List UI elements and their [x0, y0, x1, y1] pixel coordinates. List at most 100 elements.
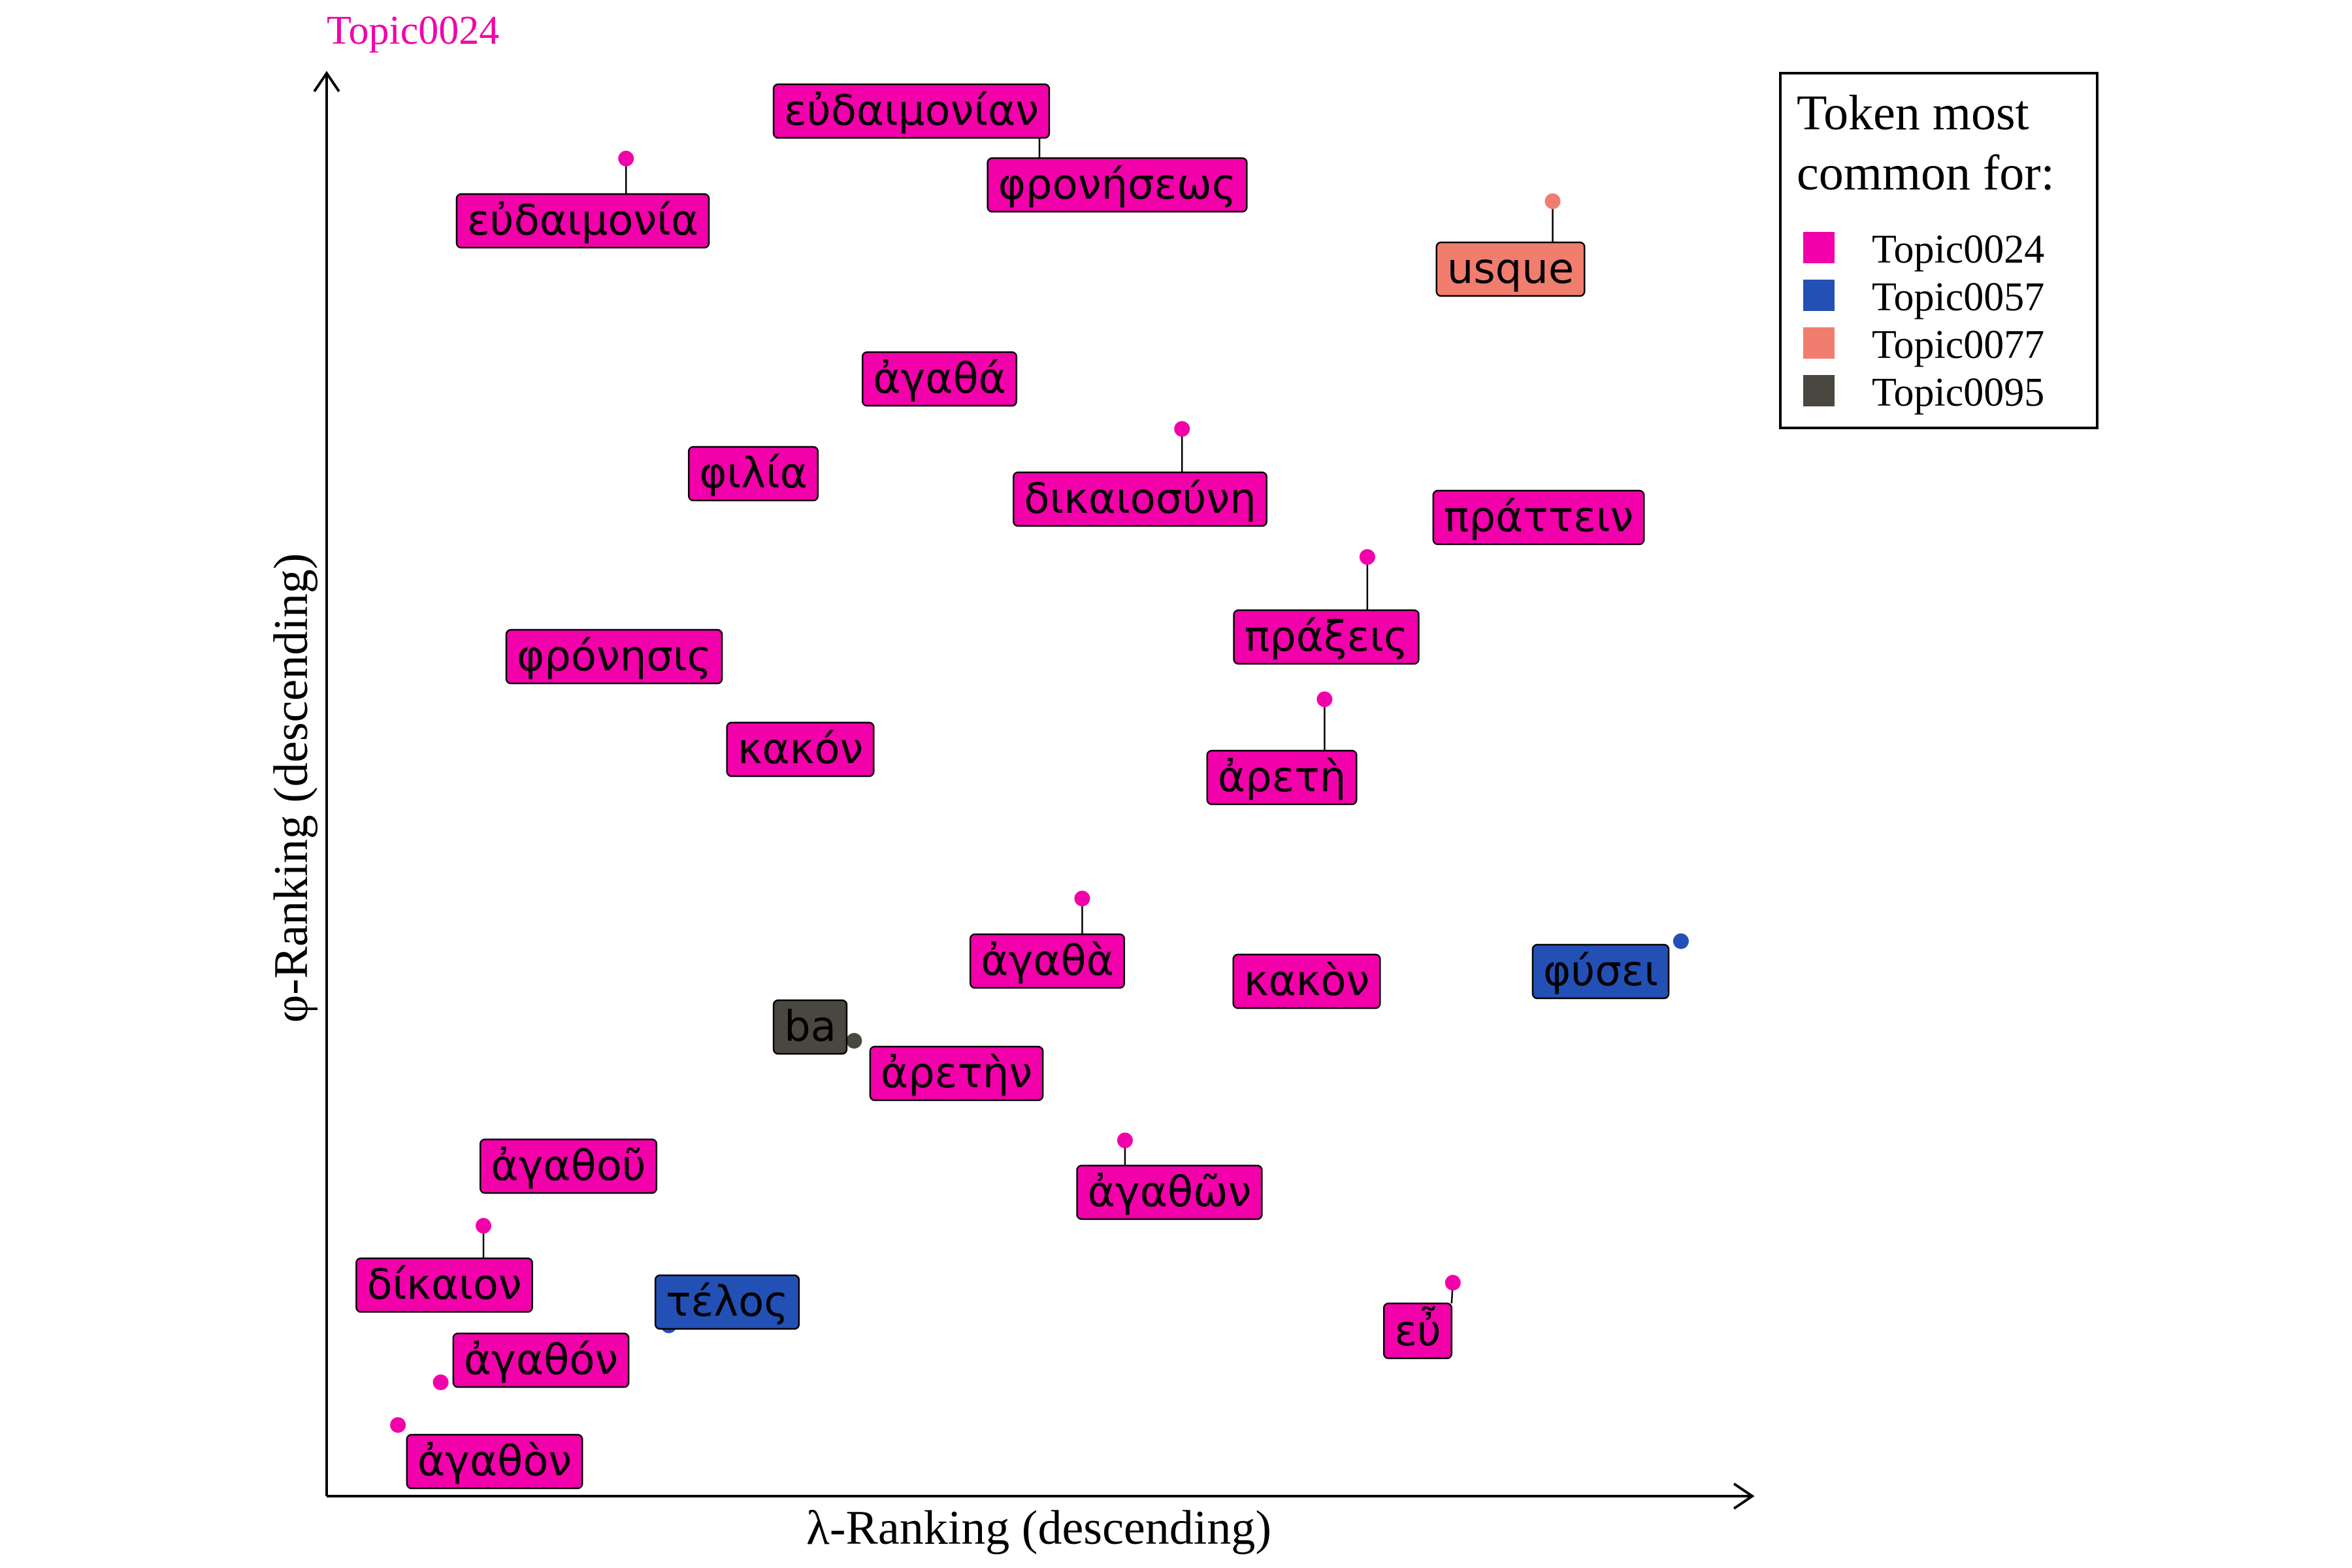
label-text-κακον-13: κακὸν — [1244, 957, 1370, 1005]
label-text-ευ-21: εὖ — [1394, 1306, 1441, 1356]
label-box-αγαθα-12 — [969, 933, 1126, 989]
label-box-αγαθον-22 — [452, 1332, 630, 1388]
label-text-φρονησεως-1: φρονήσεως — [998, 161, 1237, 209]
label-text-δικαιον-19: δίκαιον — [367, 1261, 521, 1309]
label-box-αγαθα-4 — [861, 351, 1018, 407]
label-box-φρονησις-9 — [505, 629, 723, 685]
label-box-φυσει-14 — [1531, 943, 1670, 1000]
legend-label-topic0095: Topic0095 — [1872, 370, 2044, 415]
x-axis-label: λ-Ranking (descending) — [806, 1501, 1271, 1555]
point-αγαθον-23 — [390, 1417, 406, 1433]
label-text-κακον-10: κακόν — [738, 725, 864, 774]
label-box-αγαθου-17 — [479, 1138, 658, 1194]
label-αρετην-16: ἀρετὴν — [869, 1045, 1044, 1102]
point-πραξεις-8 — [1359, 549, 1375, 565]
label-usque-3: usque — [1435, 241, 1586, 297]
label-text-αγαθον-23: ἀγαθὸν — [417, 1437, 572, 1486]
axes — [313, 71, 1755, 1510]
label-φρονησις-9: φρόνησις — [505, 629, 723, 685]
legend-swatch-topic0024 — [1803, 232, 1835, 263]
label-box-ba-15 — [772, 999, 848, 1055]
point-φυσει-14 — [1673, 933, 1689, 949]
label-text-ba-15: ba — [784, 1003, 836, 1051]
label-box-αρετη-11 — [1206, 749, 1358, 806]
label-αγαθου-17: ἀγαθοῦ — [479, 1138, 658, 1194]
label-box-πραττειν-7 — [1432, 489, 1645, 546]
label-text-αγαθον-22: ἀγαθόν — [464, 1336, 618, 1384]
label-κακον-13: κακὸν — [1232, 953, 1381, 1009]
label-text-πραττειν-7: πράττειν — [1444, 493, 1633, 542]
label-text-ευδαιμονια-2: εὐδαιμονία — [467, 197, 698, 245]
label-αγαθον-23: ἀγαθὸν — [406, 1433, 583, 1490]
label-ba-15: ba — [772, 999, 848, 1055]
label-ευ-21: εὖ — [1382, 1302, 1453, 1360]
point-ευδαιμονια-2 — [618, 150, 634, 167]
label-ευδαιμονια-2: εὐδαιμονία — [455, 193, 710, 249]
label-κακον-10: κακόν — [726, 721, 875, 777]
point-ευ-21 — [1445, 1275, 1461, 1291]
label-text-ευδαιμονιαν-0: εὐδαιμονίαν — [784, 87, 1039, 135]
label-text-πραξεις-8: πράξεις — [1245, 613, 1409, 661]
legend-label-topic0024: Topic0024 — [1872, 227, 2044, 272]
label-φυσει-14: φύσει — [1531, 943, 1670, 1000]
label-text-φρονησις-9: φρόνησις — [517, 632, 711, 681]
label-box-φρονησεως-1 — [987, 157, 1248, 213]
label-box-πραξεις-8 — [1233, 609, 1420, 665]
label-text-δικαιοσυνη-6: δικαιοσύνη — [1024, 475, 1256, 523]
label-box-φιλια-5 — [687, 446, 819, 502]
legend: Token most common for: Topic0024Topic005… — [1779, 72, 2099, 429]
label-box-usque-3 — [1435, 241, 1586, 297]
label-πραξεις-8: πράξεις — [1233, 609, 1420, 665]
label-text-αρετη-11: ἀρετὴ — [1218, 753, 1347, 802]
x-axis-arrowhead — [1733, 1482, 1755, 1510]
label-δικαιοσυνη-6: δικαιοσύνη — [1013, 471, 1267, 527]
label-δικαιον-19: δίκαιον — [355, 1257, 533, 1313]
label-box-αγαθων-18 — [1076, 1164, 1263, 1220]
y-axis-arrowhead — [313, 71, 340, 93]
legend-label-topic0057: Topic0057 — [1872, 275, 2044, 319]
legend-title-line2: common for: — [1797, 146, 2055, 201]
label-box-αγαθον-23 — [406, 1433, 583, 1490]
chart-title: Topic0024 — [327, 8, 499, 53]
label-φρονησεως-1: φρονήσεως — [987, 157, 1248, 213]
legend-swatch-topic0077 — [1803, 327, 1835, 359]
label-αρετη-11: ἀρετὴ — [1206, 749, 1358, 806]
label-text-φιλια-5: φιλία — [699, 449, 808, 498]
point-αγαθα-12 — [1074, 890, 1090, 907]
label-text-αγαθα-12: ἀγαθὰ — [981, 937, 1114, 985]
label-text-φυσει-14: φύσει — [1543, 947, 1658, 996]
y-axis-label: φ-Ranking (descending) — [265, 553, 318, 1023]
label-text-αγαθων-18: ἀγαθῶν — [1088, 1168, 1252, 1217]
label-text-αγαθα-4: ἀγαθά — [873, 355, 1006, 403]
label-box-αρετην-16 — [869, 1045, 1044, 1102]
label-τελος-20: τέλος — [654, 1274, 800, 1330]
legend-swatch-topic0095 — [1803, 375, 1835, 406]
label-αγαθα-4: ἀγαθά — [861, 351, 1018, 407]
point-δικαιοσυνη-6 — [1174, 421, 1190, 437]
label-text-usque-3: usque — [1447, 245, 1574, 293]
leader-lines — [482, 101, 1554, 1304]
point-αγαθον-22 — [433, 1374, 449, 1390]
label-αγαθα-12: ἀγαθὰ — [969, 933, 1126, 989]
legend-title-line1: Token most — [1797, 86, 2029, 140]
data-labels: εὐδαιμονίαν φρονήσεως εὐδαιμονία usque ἀγαθά… — [355, 83, 1670, 1490]
label-box-δικαιον-19 — [355, 1257, 533, 1313]
point-ba-15 — [846, 1033, 862, 1049]
point-δικαιον-19 — [476, 1218, 492, 1234]
label-text-αγαθου-17: ἀγαθοῦ — [491, 1142, 646, 1190]
legend-label-topic0077: Topic0077 — [1872, 323, 2044, 367]
label-box-δικαιοσυνη-6 — [1013, 471, 1267, 527]
point-αρετη-11 — [1316, 691, 1333, 708]
point-usque-3 — [1544, 193, 1561, 210]
label-αγαθων-18: ἀγαθῶν — [1076, 1164, 1263, 1220]
label-text-αρετην-16: ἀρετὴν — [881, 1049, 1032, 1098]
label-box-ευδαιμονιαν-0 — [772, 83, 1051, 139]
label-box-κακον-10 — [726, 721, 875, 777]
label-πραττειν-7: πράττειν — [1432, 489, 1645, 546]
label-text-τελος-20: τέλος — [666, 1278, 789, 1326]
point-αγαθων-18 — [1117, 1132, 1133, 1149]
label-ευδαιμονιαν-0: εὐδαιμονίαν — [772, 83, 1051, 139]
legend-swatch-topic0057 — [1803, 280, 1835, 311]
